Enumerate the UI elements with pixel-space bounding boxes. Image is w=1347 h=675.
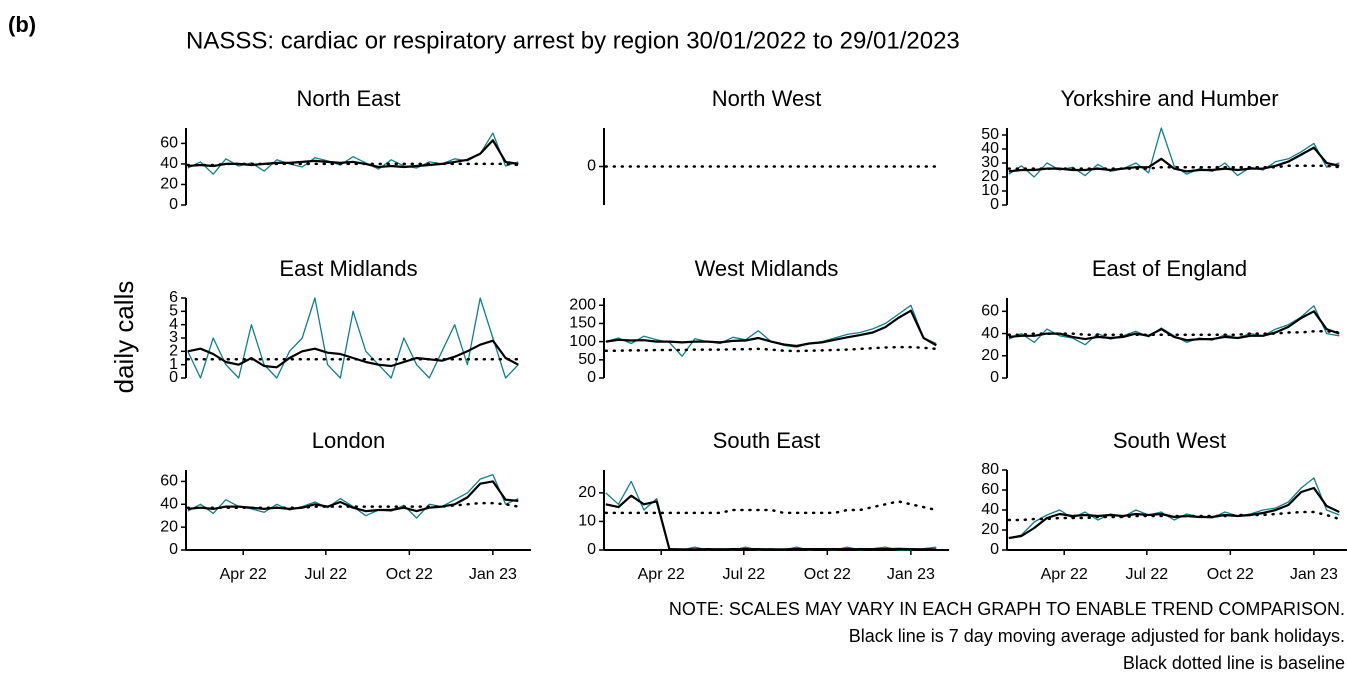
series-line bbox=[187, 297, 519, 379]
y-tick-label: 0 bbox=[587, 541, 596, 558]
baseline-line bbox=[186, 501, 520, 509]
panel-title: London bbox=[312, 428, 385, 453]
y-tick-label: 3 bbox=[169, 329, 178, 346]
x-tick-label: Apr 22 bbox=[1041, 566, 1088, 583]
y-tick-label: 50 bbox=[981, 126, 999, 143]
x-tick-label: Jul 22 bbox=[304, 566, 347, 583]
y-tick-label: 0 bbox=[587, 158, 596, 175]
y-tick-label: 30 bbox=[981, 154, 999, 171]
baseline-line bbox=[1007, 164, 1341, 170]
y-tick-label: 50 bbox=[578, 351, 596, 368]
y-tick-label: 60 bbox=[981, 303, 999, 320]
figure-title: NASSS: cardiac or respiratory arrest by … bbox=[186, 27, 960, 54]
x-tick-label: Oct 22 bbox=[804, 566, 851, 583]
y-tick-label: 40 bbox=[981, 325, 999, 342]
y-tick-label: 6 bbox=[169, 289, 178, 306]
y-tick-label: 0 bbox=[169, 196, 178, 213]
note: Black dotted line is baseline bbox=[1123, 653, 1345, 673]
panel-label: (b) bbox=[8, 12, 36, 37]
y-tick-label: 0 bbox=[169, 541, 178, 558]
note: Black line is 7 day moving average adjus… bbox=[849, 626, 1345, 646]
panel-title: Yorkshire and Humber bbox=[1060, 86, 1278, 111]
y-tick-label: 5 bbox=[169, 303, 178, 320]
y-tick-label: 10 bbox=[578, 513, 596, 530]
panel-title: West Midlands bbox=[695, 256, 839, 281]
y-tick-label: 4 bbox=[169, 316, 178, 333]
baseline-line bbox=[604, 500, 938, 515]
y-tick-label: 40 bbox=[981, 501, 999, 518]
note: NOTE: SCALES MAY VARY IN EACH GRAPH TO E… bbox=[669, 599, 1345, 619]
y-tick-label: 60 bbox=[160, 473, 178, 490]
y-tick-label: 20 bbox=[578, 484, 596, 501]
panel-title: North West bbox=[712, 86, 822, 111]
series-line bbox=[187, 132, 519, 175]
y-tick-label: 80 bbox=[981, 461, 999, 478]
baseline-line bbox=[1007, 330, 1341, 336]
series-line bbox=[605, 309, 937, 348]
y-tick-label: 100 bbox=[569, 333, 596, 350]
y-tick-label: 1 bbox=[169, 356, 178, 373]
x-tick-label: Apr 22 bbox=[220, 566, 267, 583]
y-tick-label: 60 bbox=[160, 135, 178, 152]
y-tick-label: 0 bbox=[587, 369, 596, 386]
baseline-line bbox=[186, 162, 520, 167]
panel-title: East Midlands bbox=[279, 256, 417, 281]
y-tick-label: 0 bbox=[990, 541, 999, 558]
x-tick-label: Jul 22 bbox=[1125, 566, 1168, 583]
y-tick-label: 200 bbox=[569, 296, 596, 313]
y-tick-label: 40 bbox=[160, 155, 178, 172]
y-axis-title: daily calls bbox=[109, 281, 139, 394]
y-tick-label: 0 bbox=[169, 369, 178, 386]
y-tick-label: 10 bbox=[981, 182, 999, 199]
x-tick-label: Jan 23 bbox=[887, 566, 935, 583]
y-tick-label: 40 bbox=[160, 496, 178, 513]
y-tick-label: 20 bbox=[981, 521, 999, 538]
y-tick-label: 20 bbox=[981, 347, 999, 364]
y-tick-label: 2 bbox=[169, 343, 178, 360]
panel-title: South West bbox=[1113, 428, 1226, 453]
series-line bbox=[1008, 486, 1340, 540]
panel-title: East of England bbox=[1092, 256, 1247, 281]
y-tick-label: 150 bbox=[569, 315, 596, 332]
series-line bbox=[605, 494, 937, 551]
panel-title: South East bbox=[713, 428, 821, 453]
series-line bbox=[605, 480, 937, 551]
y-tick-label: 40 bbox=[981, 140, 999, 157]
y-tick-label: 60 bbox=[981, 481, 999, 498]
y-tick-label: 20 bbox=[160, 518, 178, 535]
x-tick-label: Apr 22 bbox=[638, 566, 685, 583]
panel-title: North East bbox=[297, 86, 401, 111]
x-tick-label: Jan 23 bbox=[1290, 566, 1338, 583]
y-tick-label: 0 bbox=[990, 369, 999, 386]
y-tick-label: 20 bbox=[981, 168, 999, 185]
x-tick-label: Jul 22 bbox=[722, 566, 765, 583]
series-line bbox=[1008, 310, 1340, 342]
y-tick-label: 0 bbox=[990, 196, 999, 213]
series-line bbox=[187, 339, 519, 369]
baseline-line bbox=[1007, 510, 1341, 522]
series-line bbox=[1008, 477, 1340, 539]
x-tick-label: Jan 23 bbox=[469, 566, 517, 583]
x-tick-label: Oct 22 bbox=[386, 566, 433, 583]
y-tick-label: 20 bbox=[160, 176, 178, 193]
x-tick-label: Oct 22 bbox=[1207, 566, 1254, 583]
baseline-line bbox=[604, 345, 938, 353]
